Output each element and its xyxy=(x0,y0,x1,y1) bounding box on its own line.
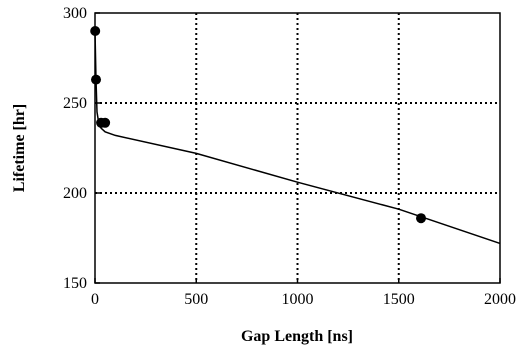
x-tick-label: 0 xyxy=(91,291,99,308)
axis-ticks xyxy=(94,12,501,284)
data-points xyxy=(90,26,427,224)
y-tick-label: 200 xyxy=(63,185,87,202)
fit-curve xyxy=(94,30,501,245)
x-tick-label: 2000 xyxy=(484,291,516,308)
lifetime-curve xyxy=(94,30,501,245)
y-tick-labels: 150 200 250 300 xyxy=(63,5,87,292)
data-point xyxy=(416,213,427,224)
y-tick-label: 300 xyxy=(63,5,87,22)
data-point xyxy=(90,26,101,36)
x-tick-label: 1000 xyxy=(282,291,314,308)
data-point xyxy=(100,117,111,128)
y-tick-label: 250 xyxy=(63,95,87,112)
x-tick-labels: 0 500 1000 1500 2000 xyxy=(91,291,516,308)
y-axis-label: Lifetime [hr] xyxy=(11,104,28,192)
y-tick-label: 150 xyxy=(63,275,87,292)
grid-lines xyxy=(95,13,500,283)
x-axis-label: Gap Length [ns] xyxy=(241,328,353,345)
data-point xyxy=(91,74,102,85)
x-tick-label: 1500 xyxy=(383,291,415,308)
x-tick-label: 500 xyxy=(184,291,208,308)
